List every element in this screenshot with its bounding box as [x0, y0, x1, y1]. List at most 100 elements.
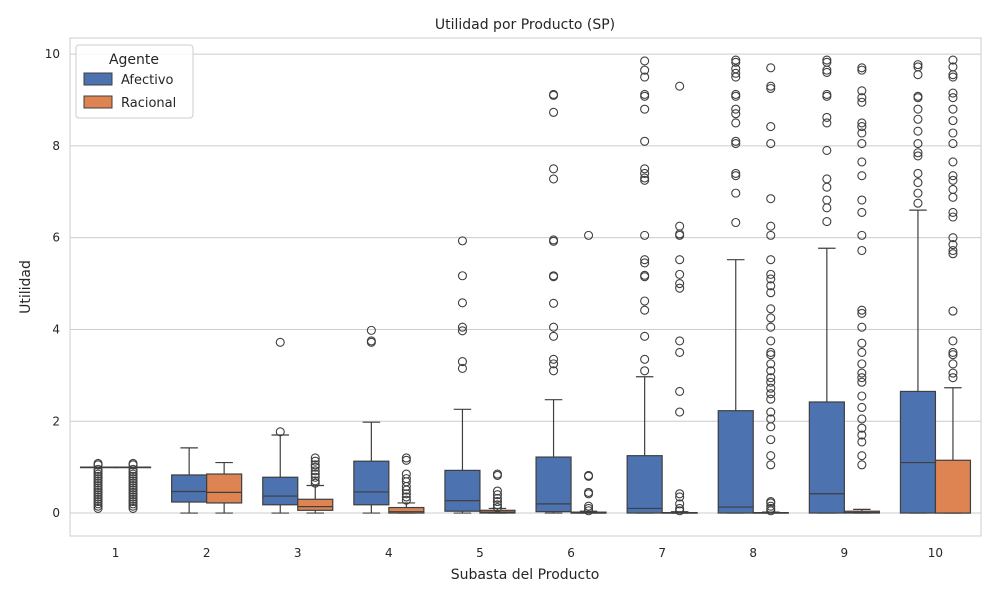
outlier-point — [457, 326, 468, 336]
outlier-point — [766, 336, 776, 346]
x-tick-label: 10 — [928, 546, 943, 560]
outlier-point — [310, 460, 320, 470]
outlier-point — [731, 104, 741, 114]
outlier-point — [731, 55, 741, 65]
outlier-point — [766, 81, 776, 91]
outlier-point — [857, 128, 867, 138]
outlier-point — [766, 281, 776, 291]
outlier-point — [492, 486, 503, 496]
outlier-point — [948, 157, 958, 167]
outlier-point — [583, 506, 594, 516]
outlier-point — [675, 279, 685, 289]
chart-title: Utilidad por Producto (SP) — [435, 17, 615, 33]
outlier-point — [275, 337, 285, 347]
outlier-point — [457, 298, 468, 308]
outlier-point — [731, 118, 741, 128]
outlier-point — [857, 122, 867, 132]
outlier-point — [310, 476, 320, 486]
outlier-point — [766, 63, 776, 73]
outlier-point — [310, 469, 320, 479]
outlier-point — [948, 239, 958, 250]
outlier-point — [731, 136, 741, 146]
outlier-point — [128, 469, 138, 479]
outlier-point — [857, 171, 867, 181]
outlier-point — [310, 466, 320, 476]
outlier-point — [93, 464, 103, 474]
outlier-point — [948, 212, 958, 222]
outlier-point — [128, 476, 138, 486]
outlier-point — [766, 394, 776, 404]
outlier-point — [766, 350, 776, 360]
outlier-point — [731, 188, 741, 198]
box-iqr — [262, 476, 299, 506]
box-afectivo-9 — [808, 55, 845, 514]
box-afectivo-1 — [79, 458, 117, 514]
outlier-point — [822, 55, 832, 65]
outlier-point — [948, 347, 958, 357]
outlier-point — [675, 336, 685, 346]
outlier-point — [492, 490, 503, 500]
outlier-point — [766, 304, 776, 314]
outlier-point — [548, 354, 559, 364]
box-racional-2 — [206, 461, 243, 514]
outlier-point — [766, 407, 776, 417]
outlier-point — [640, 270, 650, 280]
outlier-point — [675, 489, 685, 499]
x-axis-label: Subasta del Producto — [451, 567, 600, 583]
outlier-point — [766, 435, 776, 445]
outlier-point — [766, 359, 776, 369]
outlier-point — [93, 471, 103, 481]
outlier-point — [913, 148, 923, 158]
box-racional-4 — [388, 453, 425, 514]
outlier-point — [857, 414, 867, 424]
x-tick-label: 5 — [476, 546, 484, 560]
outlier-point — [640, 104, 650, 114]
outlier-point — [310, 462, 320, 472]
outlier-point — [766, 377, 776, 387]
outlier-point — [128, 474, 138, 484]
outlier-point — [857, 139, 867, 149]
outlier-point — [93, 499, 103, 509]
outlier-point — [857, 195, 867, 205]
outlier-point — [640, 305, 650, 315]
outlier-point — [128, 497, 138, 507]
outlier-point — [766, 83, 776, 94]
outlier-point — [857, 245, 867, 256]
x-tick-label: 2 — [203, 546, 211, 560]
outlier-point — [675, 506, 685, 516]
outlier-point — [640, 136, 650, 146]
outlier-point — [948, 368, 958, 378]
outlier-point — [948, 171, 958, 181]
plot-frame — [69, 37, 982, 537]
y-tick-labels: 0 2 4 6 8 10 — [45, 47, 60, 520]
box-racional-5 — [479, 469, 516, 514]
outlier-point — [548, 331, 559, 341]
outlier-point — [857, 451, 867, 461]
outlier-point — [583, 501, 594, 511]
outlier-point — [913, 188, 923, 198]
outlier-point — [128, 464, 138, 474]
outlier-point — [275, 427, 285, 437]
outlier-point — [548, 359, 559, 369]
box-iqr — [353, 460, 390, 506]
outlier-point — [457, 271, 468, 281]
outlier-point — [457, 322, 468, 332]
outlier-point — [401, 492, 411, 502]
outlier-point — [93, 487, 103, 497]
outlier-point — [640, 331, 650, 341]
outlier-point — [731, 64, 741, 74]
outlier-point — [640, 168, 650, 178]
outlier-point — [822, 112, 832, 122]
outlier-point — [857, 63, 867, 73]
outlier-point — [857, 373, 867, 383]
box-afectivo-10 — [899, 60, 937, 514]
outlier-point — [640, 65, 650, 75]
outlier-point — [913, 126, 923, 136]
outlier-point — [822, 145, 832, 156]
box-iqr — [171, 474, 208, 503]
outlier-point — [913, 198, 923, 208]
outlier-point — [548, 164, 559, 174]
x-tick-label: 9 — [841, 546, 849, 560]
y-axis-label: Utilidad — [18, 260, 34, 314]
box-racional-8 — [752, 63, 789, 516]
